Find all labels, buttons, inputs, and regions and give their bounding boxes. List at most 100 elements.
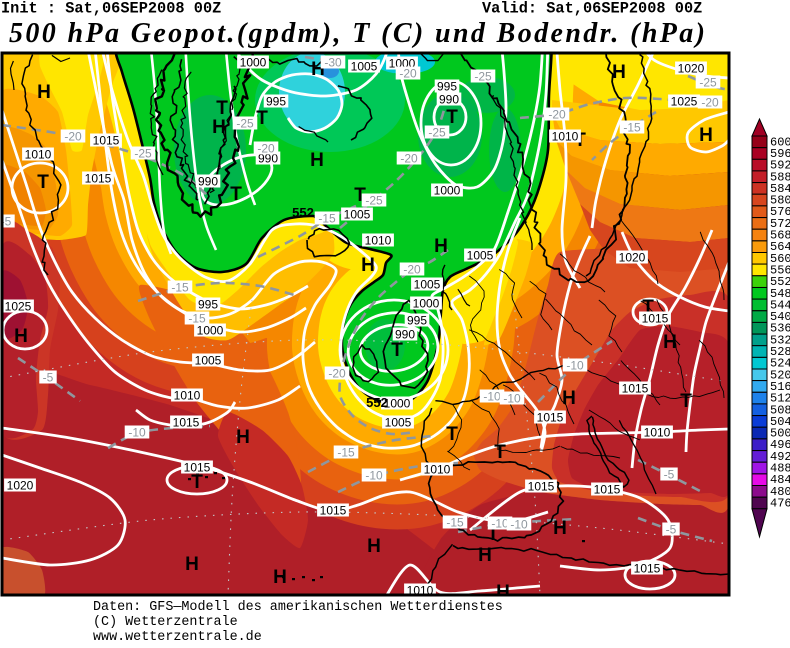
svg-text:1010: 1010 <box>365 234 392 248</box>
svg-text:H: H <box>367 536 381 557</box>
svg-text:www.wetterzentrale.de: www.wetterzentrale.de <box>93 630 262 645</box>
svg-text:1015: 1015 <box>537 411 564 425</box>
svg-text:500: 500 <box>770 427 790 441</box>
svg-text:600: 600 <box>770 135 790 149</box>
svg-text:1015: 1015 <box>85 172 112 186</box>
svg-text:1010: 1010 <box>174 389 201 403</box>
svg-text:476: 476 <box>770 497 790 511</box>
svg-text:492: 492 <box>770 450 790 464</box>
svg-text:995: 995 <box>407 314 427 328</box>
svg-text:-25: -25 <box>365 194 383 208</box>
svg-text:H: H <box>14 326 28 347</box>
svg-text:1015: 1015 <box>622 382 649 396</box>
svg-text:480: 480 <box>770 485 790 499</box>
svg-text:H: H <box>434 236 448 257</box>
svg-text:H: H <box>185 554 199 575</box>
svg-text:Valid: Sat,06SEP2008 00Z: Valid: Sat,06SEP2008 00Z <box>482 0 702 18</box>
svg-text:T: T <box>256 108 268 129</box>
svg-text:580: 580 <box>770 194 790 208</box>
svg-text:-25: -25 <box>134 147 152 161</box>
svg-text:544: 544 <box>770 298 790 312</box>
svg-text:-10: -10 <box>128 426 146 440</box>
svg-text:540: 540 <box>770 310 790 324</box>
svg-text:-5: -5 <box>664 468 675 482</box>
svg-text:576: 576 <box>770 205 790 219</box>
svg-text:556: 556 <box>770 264 790 278</box>
svg-text:596: 596 <box>770 147 790 161</box>
svg-text:-10: -10 <box>503 392 521 406</box>
svg-text:552: 552 <box>292 205 314 220</box>
svg-text:-10: -10 <box>566 359 584 373</box>
svg-text:-20: -20 <box>257 142 275 156</box>
svg-text:552: 552 <box>770 275 790 289</box>
svg-text:1015: 1015 <box>173 416 200 430</box>
svg-text:995: 995 <box>437 80 457 94</box>
svg-text:1015: 1015 <box>93 134 120 148</box>
svg-text:H: H <box>612 62 626 83</box>
svg-text:1000: 1000 <box>384 397 411 411</box>
svg-text:572: 572 <box>770 217 790 231</box>
svg-text:512: 512 <box>770 392 790 406</box>
svg-text:1000: 1000 <box>413 297 440 311</box>
svg-text:-20: -20 <box>548 108 566 122</box>
svg-text:548: 548 <box>770 287 790 301</box>
svg-text:H: H <box>553 518 567 539</box>
svg-text:H: H <box>496 582 510 603</box>
svg-text:-25: -25 <box>428 126 446 140</box>
svg-text:H: H <box>310 150 324 171</box>
svg-text:T: T <box>391 340 403 361</box>
svg-text:536: 536 <box>770 322 790 336</box>
svg-text:1010: 1010 <box>25 148 52 162</box>
svg-text:1015: 1015 <box>528 480 555 494</box>
svg-text:1000: 1000 <box>240 56 267 70</box>
svg-text:T: T <box>37 172 49 193</box>
svg-text:-25: -25 <box>236 117 254 131</box>
svg-text:1010: 1010 <box>407 584 434 598</box>
svg-text:508: 508 <box>770 403 790 417</box>
svg-text:T: T <box>680 391 692 412</box>
svg-text:H: H <box>663 332 677 353</box>
svg-text:584: 584 <box>770 182 790 196</box>
svg-text:516: 516 <box>770 380 790 394</box>
svg-text:-15: -15 <box>318 212 336 226</box>
svg-text:-20: -20 <box>701 96 719 110</box>
svg-text:520: 520 <box>770 368 790 382</box>
svg-text:1015: 1015 <box>184 461 211 475</box>
svg-text:-5: -5 <box>1 215 12 229</box>
svg-text:568: 568 <box>770 229 790 243</box>
svg-text:-15: -15 <box>446 516 464 530</box>
svg-text:H: H <box>212 117 226 138</box>
svg-text:H: H <box>562 388 576 409</box>
svg-text:504: 504 <box>770 415 790 429</box>
svg-text:1005: 1005 <box>385 416 412 430</box>
svg-text:564: 564 <box>770 240 790 254</box>
svg-text:532: 532 <box>770 333 790 347</box>
svg-text:990: 990 <box>395 328 415 342</box>
svg-text:T: T <box>446 107 458 128</box>
svg-text:-10: -10 <box>365 469 383 483</box>
svg-text:-15: -15 <box>171 281 189 295</box>
svg-text:-20: -20 <box>399 67 417 81</box>
svg-text:-25: -25 <box>474 70 492 84</box>
svg-text:592: 592 <box>770 159 790 173</box>
svg-text:1025: 1025 <box>5 300 32 314</box>
svg-text:-15: -15 <box>188 312 206 326</box>
svg-text:-15: -15 <box>623 121 641 135</box>
svg-text:-5: -5 <box>43 371 54 385</box>
svg-text:-30: -30 <box>324 56 342 70</box>
svg-text:H: H <box>699 125 713 146</box>
svg-text:T: T <box>230 184 242 205</box>
svg-text:H: H <box>37 82 51 103</box>
svg-text:H: H <box>273 567 287 588</box>
svg-text:T: T <box>216 98 228 119</box>
svg-text:524: 524 <box>770 357 790 371</box>
svg-text:(C) Wetterzentrale: (C) Wetterzentrale <box>93 615 238 630</box>
svg-text:H: H <box>236 427 250 448</box>
svg-text:990: 990 <box>439 93 459 107</box>
svg-text:1025: 1025 <box>671 95 698 109</box>
svg-text:-10: -10 <box>510 518 528 532</box>
svg-text:-10: -10 <box>483 390 501 404</box>
svg-text:500 hPa Geopot.(gpdm), T (C) u: 500 hPa Geopot.(gpdm), T (C) und Bodendr… <box>9 18 705 49</box>
svg-text:1015: 1015 <box>320 504 347 518</box>
svg-text:1000: 1000 <box>434 184 461 198</box>
